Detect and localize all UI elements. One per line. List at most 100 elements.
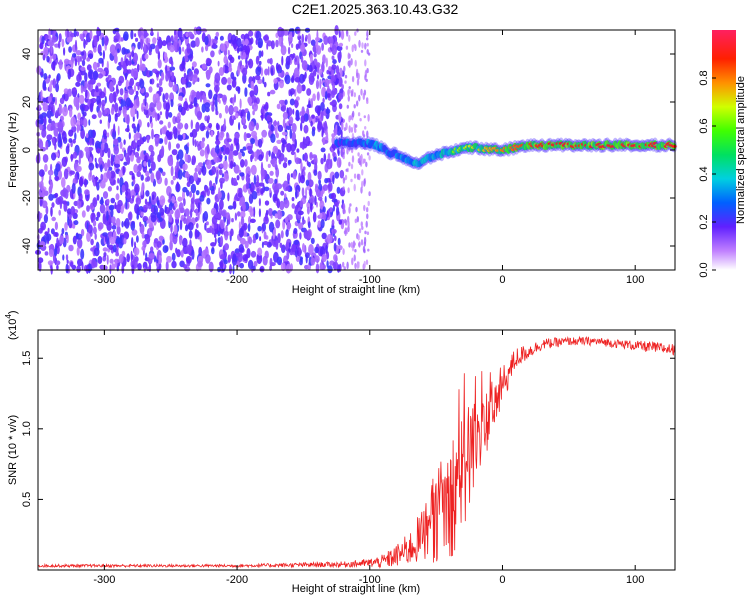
noise-blob bbox=[237, 252, 243, 263]
noise-blob bbox=[302, 243, 305, 253]
noise-blob bbox=[58, 209, 61, 216]
noise-blob bbox=[351, 257, 354, 266]
noise-blob bbox=[201, 165, 204, 173]
noise-blob bbox=[261, 50, 264, 57]
noise-blob bbox=[90, 97, 97, 104]
noise-blob bbox=[149, 70, 153, 77]
noise-blob bbox=[291, 75, 295, 82]
noise-blob bbox=[124, 73, 128, 81]
noise-blob bbox=[40, 71, 44, 76]
noise-blob bbox=[52, 136, 55, 146]
noise-blob bbox=[84, 189, 90, 196]
noise-blob bbox=[306, 201, 311, 209]
noise-blob bbox=[59, 235, 65, 245]
noise-blob bbox=[80, 118, 83, 125]
noise-blob bbox=[185, 171, 189, 178]
noise-blob bbox=[55, 260, 61, 266]
noise-blob bbox=[95, 175, 98, 187]
noise-blob bbox=[51, 152, 57, 161]
noise-blob bbox=[319, 262, 323, 271]
noise-blob bbox=[365, 78, 368, 82]
noise-blob bbox=[319, 78, 322, 89]
noise-blob bbox=[364, 74, 367, 81]
noise-blob bbox=[281, 142, 285, 153]
noise-blob bbox=[55, 110, 58, 118]
noise-blob bbox=[134, 108, 137, 115]
noise-blob bbox=[293, 67, 300, 79]
noise-blob bbox=[67, 88, 72, 97]
noise-blob bbox=[43, 214, 49, 224]
noise-blob bbox=[155, 44, 160, 54]
noise-blob bbox=[361, 180, 364, 189]
noise-blob bbox=[292, 53, 296, 59]
noise-blob bbox=[264, 200, 270, 206]
noise-blob bbox=[136, 214, 139, 220]
noise-blob bbox=[323, 35, 329, 45]
noise-blob bbox=[206, 197, 211, 205]
noise-blob bbox=[250, 138, 256, 145]
noise-blob bbox=[208, 122, 213, 129]
noise-blob bbox=[310, 202, 313, 213]
noise-blob bbox=[322, 137, 326, 146]
noise-blob bbox=[113, 38, 118, 43]
noise-blob bbox=[217, 60, 220, 67]
noise-blob bbox=[195, 216, 198, 223]
noise-blob bbox=[111, 216, 116, 224]
noise-blob bbox=[240, 159, 245, 168]
noise-blob bbox=[130, 221, 136, 231]
noise-blob bbox=[245, 45, 250, 55]
noise-blob bbox=[258, 60, 262, 66]
noise-blob bbox=[140, 174, 144, 181]
noise-blob bbox=[98, 57, 104, 64]
noise-blob bbox=[45, 205, 49, 215]
noise-blob bbox=[346, 30, 349, 37]
noise-blob bbox=[143, 42, 146, 52]
noise-blob bbox=[246, 111, 251, 122]
noise-blob bbox=[269, 187, 272, 194]
noise-blob bbox=[323, 153, 327, 163]
noise-blob bbox=[152, 93, 157, 104]
noise-blob bbox=[102, 247, 108, 252]
noise-blob bbox=[256, 253, 263, 265]
noise-blob bbox=[300, 174, 305, 184]
noise-blob bbox=[351, 132, 355, 141]
noise-blob bbox=[319, 68, 323, 76]
noise-blob bbox=[227, 205, 234, 210]
noise-blob bbox=[358, 241, 361, 248]
noise-blob bbox=[159, 195, 166, 206]
noise-blob bbox=[109, 264, 112, 275]
snr-x-tick-label: 0 bbox=[499, 574, 505, 586]
noise-blob bbox=[76, 73, 82, 83]
noise-blob bbox=[264, 68, 269, 76]
noise-blob bbox=[96, 26, 100, 36]
noise-blob bbox=[173, 224, 178, 235]
noise-blob bbox=[221, 94, 227, 103]
noise-blob bbox=[38, 261, 42, 272]
noise-blob bbox=[123, 231, 130, 240]
noise-blob bbox=[241, 239, 245, 245]
noise-blob bbox=[344, 80, 347, 84]
noise-blob bbox=[106, 210, 109, 221]
noise-blob bbox=[186, 244, 192, 254]
noise-blob bbox=[228, 54, 233, 61]
noise-blob bbox=[225, 224, 228, 233]
noise-blob bbox=[92, 61, 98, 71]
noise-blob bbox=[72, 138, 76, 144]
noise-blob bbox=[74, 58, 78, 67]
noise-blob bbox=[334, 171, 340, 179]
noise-blob bbox=[184, 123, 189, 130]
noise-blob bbox=[260, 67, 264, 77]
noise-blob bbox=[136, 235, 139, 243]
noise-blob bbox=[56, 74, 59, 85]
noise-blob bbox=[286, 172, 291, 182]
noise-blob bbox=[165, 102, 170, 112]
noise-blob bbox=[164, 92, 169, 101]
noise-blob bbox=[312, 70, 317, 77]
noise-blob bbox=[331, 75, 334, 86]
noise-blob bbox=[344, 174, 348, 181]
noise-blob bbox=[344, 74, 348, 79]
noise-blob bbox=[316, 91, 320, 101]
noise-blob bbox=[78, 155, 81, 165]
noise-blob bbox=[294, 77, 301, 83]
noise-blob bbox=[130, 189, 136, 199]
